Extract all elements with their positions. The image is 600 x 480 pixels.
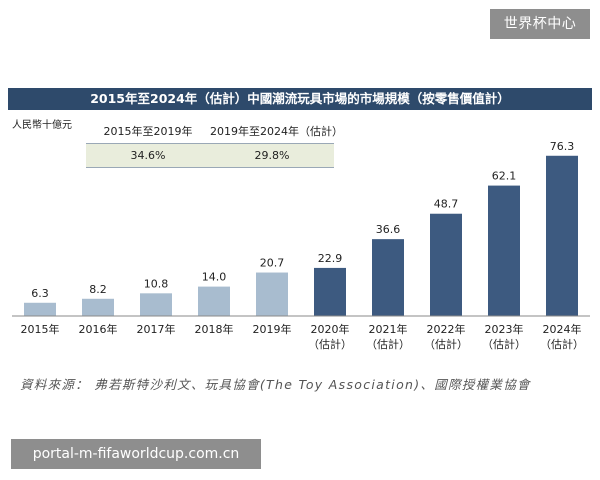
bar — [314, 267, 346, 316]
bar-value-label: 76.3 — [550, 140, 575, 153]
y-axis-unit-label: 人民幣十億元 — [12, 120, 72, 131]
bar-value-label: 48.7 — [434, 198, 459, 211]
bar — [82, 298, 114, 316]
url-watermark-badge: portal-m-fifaworldcup.com.cn — [11, 439, 261, 469]
bar-value-label: 10.8 — [144, 277, 169, 290]
x-tick-label: 2016年 — [79, 322, 118, 336]
cagr-header-2015-2019: 2015年至2019年 — [103, 125, 193, 138]
cagr-table: 2015年至2019年 2019年至2024年（估計） 34.6% 29.8% — [86, 121, 344, 168]
x-tick-label: 2021年 — [369, 322, 408, 336]
bar — [256, 272, 288, 316]
cagr-header-2019-2024: 2019年至2024年（估計） — [210, 125, 343, 138]
source-note: 資料來源： 弗若斯特沙利文、玩具協會(The Toy Association)、… — [20, 377, 531, 392]
chart-title: 2015年至2024年（估計）中國潮流玩具市場的市場規模（按零售價值計） — [8, 88, 592, 110]
bar — [198, 286, 230, 316]
x-tick-label: 2017年 — [137, 322, 176, 336]
x-tick-note: （估計） — [366, 337, 410, 351]
bar-value-label: 20.7 — [260, 257, 285, 270]
bar — [372, 239, 404, 316]
x-tick-note: （估計） — [540, 337, 584, 351]
bar-value-label: 22.9 — [318, 252, 343, 265]
x-tick-label: 2024年 — [543, 322, 582, 336]
x-tick-note: （估計） — [308, 337, 352, 351]
bar — [546, 155, 578, 316]
x-tick-note: （估計） — [424, 337, 468, 351]
x-tick-label: 2015年 — [21, 322, 60, 336]
bar-value-label: 6.3 — [31, 287, 49, 300]
bar-value-label: 36.6 — [376, 223, 401, 236]
cagr-value-2015-2019: 34.6% — [130, 149, 166, 162]
bar — [488, 185, 520, 316]
x-tick-label: 2019年 — [253, 322, 292, 336]
bar — [24, 302, 56, 316]
cagr-value-row: 34.6% 29.8% — [86, 143, 334, 168]
bar-value-label: 8.2 — [89, 283, 107, 296]
bar-value-label: 62.1 — [492, 170, 517, 183]
x-tick-note: （估計） — [482, 337, 526, 351]
bar — [140, 293, 172, 316]
x-tick-label: 2018年 — [195, 322, 234, 336]
cagr-header-row: 2015年至2019年 2019年至2024年（估計） — [86, 121, 344, 143]
cagr-value-2019-2024: 29.8% — [254, 149, 290, 162]
bar-value-label: 14.0 — [202, 271, 227, 284]
site-watermark-badge: 世界杯中心 — [490, 9, 590, 39]
x-tick-label: 2022年 — [427, 322, 466, 336]
x-tick-label: 2020年 — [311, 322, 350, 336]
bar — [430, 213, 462, 316]
x-tick-label: 2023年 — [485, 322, 524, 336]
